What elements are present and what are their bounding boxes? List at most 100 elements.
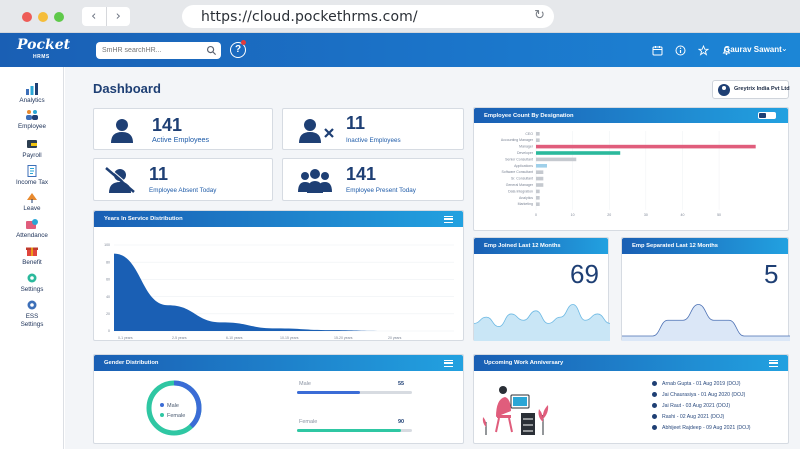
- x-tick-label: 20: [607, 213, 611, 217]
- reload-icon[interactable]: ↻: [534, 8, 545, 23]
- inactive-employees-card[interactable]: 11 Inactive Employees: [282, 108, 464, 150]
- bar: [536, 164, 547, 168]
- x-tick-label: 30: [644, 213, 648, 217]
- leave-icon: [27, 193, 37, 203]
- bar: [536, 138, 540, 142]
- minimize-window-button[interactable]: [38, 12, 48, 22]
- female-bar-value: 90: [398, 419, 405, 425]
- y-tick-label: 0: [108, 329, 110, 333]
- panel-title: Years In Service Distribution: [104, 216, 183, 222]
- organization-icon: [718, 84, 730, 96]
- list-item[interactable]: Abhijeet Rajdeep - 09 Aug 2021 (DOJ): [652, 422, 751, 433]
- absent-today-card[interactable]: 11 Employee Absent Today: [93, 158, 273, 201]
- joined-panel: Emp Joined Last 12 Months 69: [473, 237, 610, 341]
- male-bar-fill: [297, 391, 361, 394]
- address-bar[interactable]: https://cloud.pockethrms.com/ ↻: [182, 5, 554, 28]
- active-employees-label: Active Employees: [152, 135, 210, 144]
- legend-female-label: Female: [167, 413, 185, 419]
- menu-icon[interactable]: [444, 216, 453, 223]
- chevron-down-icon[interactable]: ⌄: [781, 44, 788, 53]
- bar: [536, 183, 544, 187]
- sidebar-item-leave[interactable]: Leave: [0, 191, 64, 212]
- bar: [536, 144, 756, 149]
- group-icon: [298, 169, 332, 193]
- menu-icon[interactable]: [769, 360, 778, 367]
- calendar-icon[interactable]: [651, 44, 664, 57]
- present-today-card[interactable]: 141 Employee Present Today: [282, 158, 464, 201]
- male-bar-track: [297, 391, 412, 394]
- sidebar-item-analytics[interactable]: Analytics: [0, 83, 64, 104]
- sidebar-item-employee[interactable]: Employee: [0, 109, 64, 130]
- search-box[interactable]: [96, 42, 221, 59]
- y-tick-label: 40: [106, 295, 110, 299]
- list-item[interactable]: Rashi - 02 Aug 2021 (DOJ): [652, 411, 751, 422]
- category-label: Accounting Manager: [501, 138, 534, 142]
- category-label: CEO: [525, 132, 533, 136]
- active-employees-count: 141: [152, 115, 183, 135]
- bar: [536, 151, 621, 155]
- sidebar-item-ess-settings[interactable]: ESS Settings: [0, 299, 64, 329]
- forward-button[interactable]: ›: [115, 9, 121, 24]
- female-bar-track: [297, 429, 412, 432]
- separated-sparkline: [622, 304, 790, 341]
- bar: [536, 157, 577, 162]
- search-input[interactable]: [102, 44, 202, 56]
- sidebar-item-label: Attendance: [16, 232, 48, 239]
- x-tick-label: 20 years: [388, 336, 402, 340]
- years-in-service-panel: Years In Service Distribution 0 20 40 60 80 1…: [93, 210, 464, 341]
- x-tick-label: 15-20 years: [334, 336, 353, 340]
- x-tick-label: 2-5 years: [172, 336, 187, 340]
- separated-panel: Emp Separated Last 12 Months 5: [621, 237, 790, 341]
- separated-count: 5: [764, 259, 779, 289]
- category-label: Manager: [519, 145, 534, 149]
- menu-icon[interactable]: [444, 360, 453, 367]
- organization-name: Greytrix India Pvt Ltd: [734, 86, 790, 92]
- chart-toggle[interactable]: [758, 112, 776, 119]
- bar: [536, 170, 544, 174]
- list-item[interactable]: Arnab Gupta - 01 Aug 2019 (DOJ): [652, 378, 751, 389]
- years-in-service-chart: 0 20 40 60 80 100 0-1 years 2-5 years 6-10 years…: [104, 243, 454, 340]
- category-label: Software Consultant: [501, 170, 533, 174]
- url-text[interactable]: https://cloud.pockethrms.com/: [201, 9, 418, 25]
- maximize-window-button[interactable]: [54, 12, 64, 22]
- female-bar-label: Female: [299, 419, 318, 425]
- anniversary-list: Arnab Gupta - 01 Aug 2019 (DOJ) Jai Chau…: [652, 378, 751, 433]
- panel-title: Emp Joined Last 12 Months: [484, 243, 561, 249]
- sidebar-item-income-tax[interactable]: Income Tax: [0, 165, 64, 186]
- series-line: [622, 304, 790, 337]
- bar: [536, 176, 544, 181]
- person-absent-icon: [105, 166, 136, 193]
- income-tax-icon: [27, 165, 37, 177]
- x-tick-label: 40: [681, 213, 685, 217]
- bar: [536, 132, 540, 136]
- male-bar-value: 55: [398, 381, 405, 387]
- panel-header: Upcoming Work Anniversary: [474, 355, 788, 371]
- sidebar-item-benefit[interactable]: Benefit: [0, 245, 64, 266]
- organization-selector[interactable]: Greytrix India Pvt Ltd: [712, 80, 790, 99]
- panel-title: Employee Count By Designation: [484, 113, 574, 119]
- category-label: Data Integration: [508, 189, 533, 193]
- pocket-hrms-logo[interactable]: Pocket HRMS: [15, 35, 70, 65]
- app-header: Pocket HRMS ? Gaurav Sawant ⌄: [0, 33, 800, 67]
- panel-title: Emp Separated Last 12 Months: [632, 243, 719, 249]
- close-window-button[interactable]: [22, 12, 32, 22]
- joined-sparkline: [474, 304, 610, 341]
- list-item[interactable]: Jai Raut - 03 Aug 2021 (DOJ): [652, 400, 751, 411]
- back-button[interactable]: ‹: [82, 7, 107, 26]
- x-tick-label: 0-1 years: [118, 336, 133, 340]
- search-icon[interactable]: [206, 45, 217, 56]
- bell-icon[interactable]: [720, 44, 733, 57]
- category-label: Sr. Consultant: [511, 177, 533, 181]
- active-employees-card[interactable]: 141 Active Employees: [93, 108, 273, 150]
- sidebar-item-settings[interactable]: Settings: [0, 272, 64, 293]
- star-icon[interactable]: [697, 44, 710, 57]
- sidebar-item-payroll[interactable]: Payroll: [0, 138, 64, 159]
- list-item[interactable]: Jai Chaurasiya - 01 Aug 2020 (DOJ): [652, 389, 751, 400]
- panel-header: Emp Joined Last 12 Months: [474, 238, 608, 254]
- help-icon[interactable]: ?: [230, 42, 246, 58]
- sidebar-item-label: ESS Settings: [20, 313, 44, 328]
- sidebar-item-attendance[interactable]: Attendance: [0, 218, 64, 239]
- user-name[interactable]: Gaurav Sawant: [724, 45, 782, 54]
- info-icon[interactable]: [674, 44, 687, 57]
- legend-female-marker: [160, 413, 164, 417]
